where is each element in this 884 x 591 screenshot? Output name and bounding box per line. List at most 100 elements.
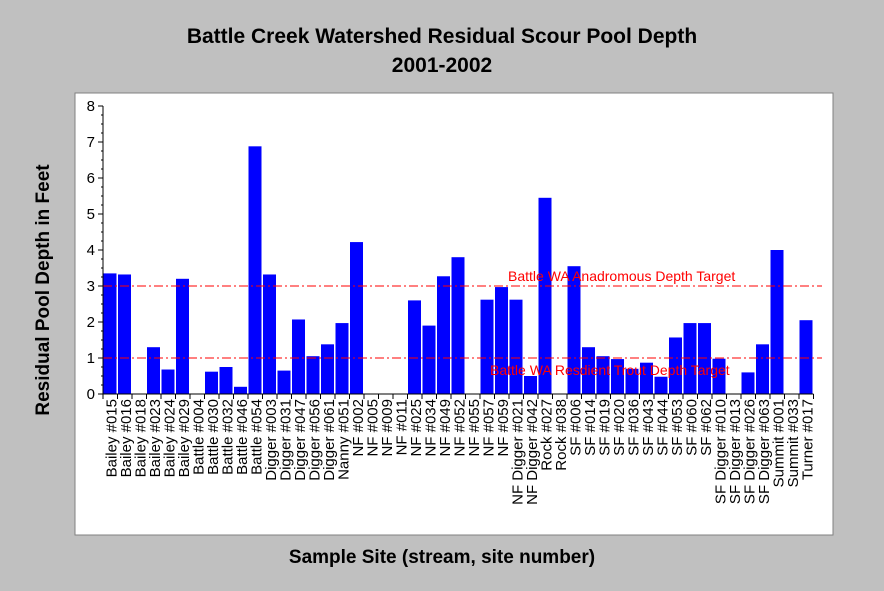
x-tick-label: NF #049 bbox=[437, 399, 454, 457]
x-tick-label: Battle #004 bbox=[190, 399, 207, 475]
x-tick-label: Bailey #018 bbox=[132, 399, 149, 477]
x-tick-label: SF Digger #063 bbox=[756, 399, 773, 504]
y-tick-label: 8 bbox=[87, 98, 95, 115]
bar bbox=[770, 250, 784, 394]
bar bbox=[277, 370, 291, 394]
y-tick-label: 7 bbox=[87, 134, 95, 151]
x-tick-label: Digger #047 bbox=[292, 399, 309, 481]
bar bbox=[524, 376, 537, 394]
bar bbox=[219, 367, 233, 394]
bar bbox=[422, 325, 436, 394]
bar bbox=[335, 323, 349, 394]
bar bbox=[205, 371, 218, 394]
y-tick-label: 0 bbox=[87, 386, 95, 403]
bar bbox=[756, 344, 769, 394]
bar bbox=[480, 299, 494, 394]
bar bbox=[625, 368, 639, 394]
bar bbox=[495, 287, 508, 394]
bar bbox=[683, 323, 697, 394]
bar bbox=[248, 146, 262, 394]
bar bbox=[799, 320, 813, 394]
x-tick-label: NF #005 bbox=[364, 399, 381, 457]
bar bbox=[640, 362, 653, 394]
x-tick-label: SF #036 bbox=[625, 399, 642, 456]
x-tick-label: Summit #033 bbox=[785, 399, 802, 487]
bar bbox=[596, 356, 610, 394]
bar bbox=[408, 300, 421, 394]
y-tick-label: 4 bbox=[87, 242, 95, 259]
bar bbox=[437, 276, 450, 394]
x-tick-label: Bailey #029 bbox=[176, 399, 193, 477]
x-tick-label: Battle #046 bbox=[234, 399, 251, 475]
bar bbox=[712, 358, 726, 394]
x-tick-label: Nanny #051 bbox=[335, 399, 352, 480]
x-tick-label: Bailey #023 bbox=[147, 399, 164, 477]
x-tick-label: Bailey #015 bbox=[103, 399, 120, 477]
x-tick-label: NF #025 bbox=[408, 399, 425, 457]
x-tick-label: NF #011 bbox=[393, 399, 410, 455]
bar bbox=[147, 347, 160, 394]
chart-title: Battle Creek Watershed Residual Scour Po… bbox=[0, 22, 884, 80]
x-tick-label: Battle #054 bbox=[248, 399, 265, 475]
x-tick-label: SF #043 bbox=[640, 399, 657, 456]
bar bbox=[321, 344, 334, 394]
chart-title-line1: Battle Creek Watershed Residual Scour Po… bbox=[186, 25, 698, 48]
reference-lines-group: Battle WA Anadromous Depth Target Battle … bbox=[103, 268, 822, 378]
bar bbox=[176, 278, 189, 394]
x-tick-label: SF Digger #026 bbox=[741, 399, 758, 504]
x-tick-label: Digger #003 bbox=[263, 399, 280, 481]
x-tick-label: Digger #031 bbox=[277, 399, 294, 481]
bar bbox=[103, 273, 117, 394]
x-tick-label: Rock #027 bbox=[538, 399, 555, 471]
bar bbox=[350, 242, 363, 394]
bar bbox=[698, 323, 711, 394]
x-tick-label: NF #009 bbox=[379, 399, 396, 457]
y-tick-label: 3 bbox=[87, 278, 95, 295]
x-tick-label: Digger #061 bbox=[321, 399, 338, 481]
x-tick-label: NF #055 bbox=[466, 399, 483, 457]
bar bbox=[567, 266, 581, 394]
x-tick-label: SF #062 bbox=[698, 399, 715, 456]
chart-subtitle: 2001-2002 bbox=[391, 54, 493, 77]
bar bbox=[451, 257, 465, 394]
bar bbox=[234, 386, 247, 394]
y-axis: 0 1 2 3 4 5 6 7 8 bbox=[87, 98, 104, 403]
bar bbox=[292, 319, 305, 394]
x-axis-label: Sample Site (stream, site number) bbox=[288, 547, 596, 568]
y-tick-label: 6 bbox=[87, 170, 95, 187]
bar bbox=[118, 274, 131, 394]
bar bbox=[611, 359, 624, 394]
x-tick-label: SF #060 bbox=[683, 399, 700, 456]
bar bbox=[538, 197, 552, 394]
bar bbox=[669, 337, 682, 394]
x-tick-label: NF #052 bbox=[451, 399, 468, 457]
x-tick-label: NF #002 bbox=[350, 399, 367, 457]
x-tick-label: Summit #001 bbox=[770, 399, 787, 487]
x-tick-label: SF #044 bbox=[654, 399, 671, 456]
x-tick-label: NF Digger #042 bbox=[524, 399, 541, 505]
x-tick-label: Bailey #016 bbox=[118, 399, 135, 477]
x-tick-label: NF #057 bbox=[480, 399, 497, 457]
bar bbox=[509, 299, 523, 394]
bar bbox=[654, 376, 668, 394]
x-tick-label: Battle #032 bbox=[219, 399, 236, 475]
reference-line-label: Battle WA Resdient Trout Depth Target bbox=[490, 362, 730, 378]
x-tick-label: SF #014 bbox=[582, 399, 599, 456]
x-tick-label: Turner #017 bbox=[799, 399, 816, 480]
y-tick-label: 1 bbox=[87, 350, 95, 367]
bars-group bbox=[103, 146, 813, 394]
x-tick-label: Digger #056 bbox=[306, 399, 323, 481]
bar bbox=[161, 369, 175, 394]
x-tick-label: Bailey #024 bbox=[161, 399, 178, 477]
y-tick-label: 5 bbox=[87, 206, 95, 223]
x-tick-label: SF #019 bbox=[596, 399, 613, 456]
x-tick-label: SF #053 bbox=[669, 399, 686, 456]
y-tick-label: 2 bbox=[87, 314, 95, 331]
x-tick-label: SF #020 bbox=[611, 399, 628, 456]
bar bbox=[306, 356, 320, 394]
x-tick-label: SF Digger #010 bbox=[712, 399, 729, 504]
x-tick-label: Battle #030 bbox=[205, 399, 222, 475]
bar bbox=[741, 372, 755, 394]
